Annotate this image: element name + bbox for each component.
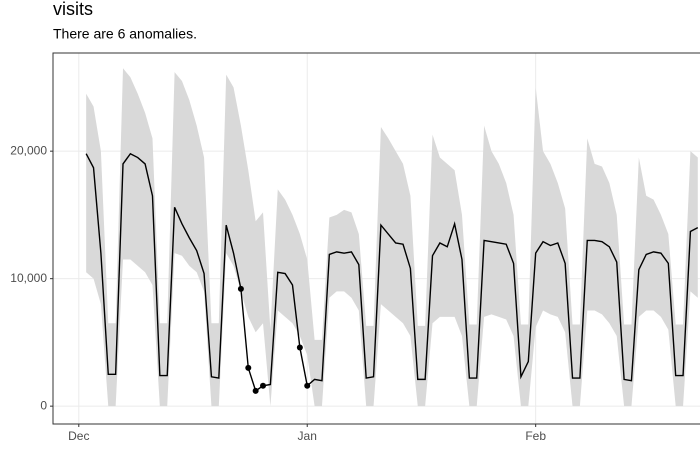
anomaly-point xyxy=(304,382,311,389)
chart-subtitle: There are 6 anomalies. xyxy=(53,26,197,42)
band-area xyxy=(86,68,698,407)
y-tick-label: 20,000 xyxy=(10,143,47,157)
y-tick-label: 0 xyxy=(40,398,47,412)
x-tick-label: Feb xyxy=(525,429,546,443)
chart-title: visits xyxy=(53,0,93,19)
anomaly-point xyxy=(245,364,252,371)
plot-frame xyxy=(52,52,700,425)
y-tick-label: 10,000 xyxy=(10,271,47,285)
anomaly-point xyxy=(296,344,303,351)
anomaly-point xyxy=(237,285,244,292)
anomaly-point xyxy=(260,382,267,389)
x-tick-label: Dec xyxy=(68,429,89,443)
anomaly-point xyxy=(252,387,259,394)
line xyxy=(85,152,699,392)
x-tick-label: Jan xyxy=(298,429,317,443)
